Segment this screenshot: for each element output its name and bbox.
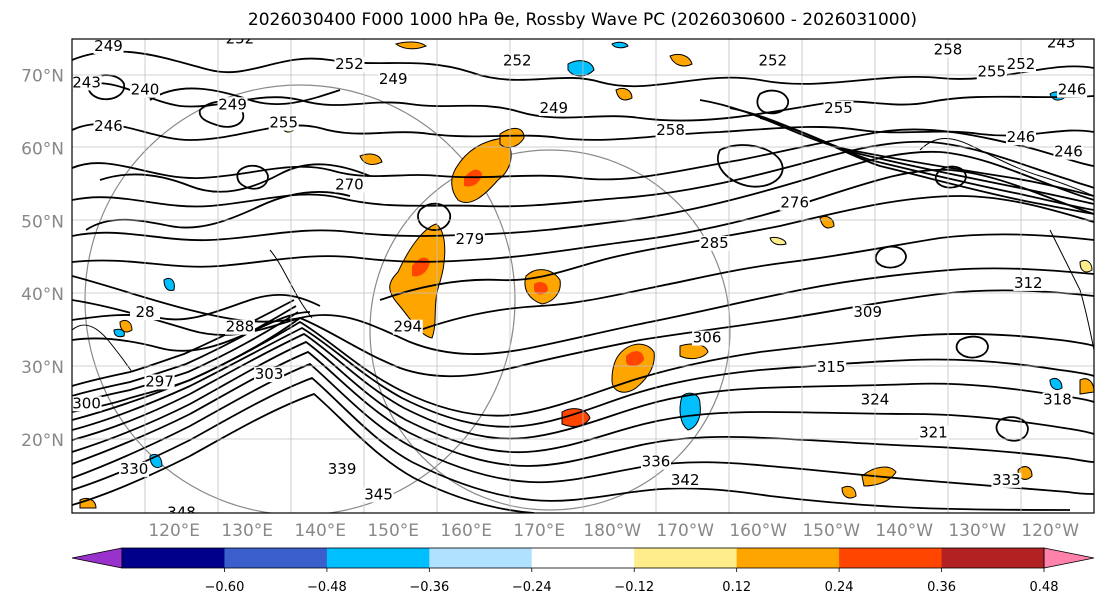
contour-label: 294 (393, 318, 422, 336)
colorbar (72, 548, 1094, 568)
contour-label: 255 (269, 114, 298, 132)
contour-label: 288 (226, 318, 255, 336)
latitude-labels: 70°N 60°N 50°N 40°N 30°N 20°N (21, 66, 64, 451)
colorbar-tick-label: −0.60 (205, 580, 245, 595)
colorbar-segment (942, 548, 1045, 568)
lon-tick-label: 160°W (729, 521, 787, 541)
contour-label: 252 (503, 52, 532, 70)
contour-label: 249 (539, 99, 568, 117)
colorbar-segment (429, 548, 532, 568)
colorbar-tick-label: −0.36 (409, 580, 449, 595)
colorbar-tick-label: 0.48 (1030, 580, 1059, 595)
pc-patch (612, 42, 628, 47)
contour-label: 279 (456, 230, 485, 248)
contour-label: 339 (328, 460, 357, 478)
colorbar-segment (737, 548, 840, 568)
colorbar-extend-high (1044, 548, 1094, 568)
colorbar-segment (224, 548, 327, 568)
contour-label: 330 (120, 460, 149, 478)
contour-label: 318 (1043, 391, 1072, 409)
contour-label: 246 (94, 117, 123, 135)
lon-tick-label: 170°W (656, 521, 714, 541)
contour-label: 270 (335, 175, 364, 193)
contour-label: 243 (72, 73, 101, 91)
colorbar-tick-label: −0.12 (614, 580, 654, 595)
colorbar-tick-label: 0.36 (927, 580, 956, 595)
contour-label: 240 (131, 81, 160, 99)
contour-label: 246 (1054, 143, 1083, 161)
contour-label: 324 (861, 391, 890, 409)
contour-label: 255 (977, 62, 1006, 80)
contour-label: 252 (335, 55, 364, 73)
pc-patch (568, 61, 594, 76)
contour-label: 333 (992, 471, 1021, 489)
contour-label: 255 (824, 99, 853, 117)
contour-label: 345 (364, 485, 393, 503)
contour-label: 321 (919, 423, 948, 441)
lat-tick-label: 30°N (21, 358, 64, 378)
contour-label: 246 (1058, 81, 1087, 99)
contour-label: 303 (255, 365, 284, 383)
contour-label: 285 (700, 234, 729, 252)
contour-label: 336 (642, 453, 671, 471)
lon-tick-label: 120°W (1021, 521, 1079, 541)
contour-label: 342 (671, 471, 700, 489)
colorbar-extend-low (72, 548, 122, 568)
contour-label: 306 (693, 329, 722, 347)
colorbar-tick-label: −0.24 (512, 580, 552, 595)
contour-label: 246 (1007, 128, 1036, 146)
colorbar-segment (634, 548, 737, 568)
contour-label: 252 (758, 52, 787, 70)
colorbar-segment (532, 548, 635, 568)
contour-label: 312 (1014, 274, 1043, 292)
colorbar-tick-label: 0.24 (825, 580, 854, 595)
pc-patch (114, 329, 124, 337)
lon-tick-label: 140°E (294, 521, 346, 541)
contour-label: 348 (72, 518, 101, 536)
contour-label: 300 (72, 394, 101, 412)
lon-tick-label: 180°W (583, 521, 641, 541)
longitude-labels: 120°E 130°E 140°E 150°E 160°E 170°E 180°W 170°W… (148, 521, 1079, 541)
colorbar-tick-label: −0.48 (307, 580, 347, 595)
lon-tick-label: 130°W (948, 521, 1006, 541)
lon-tick-label: 130°E (221, 521, 273, 541)
lon-tick-label: 170°E (513, 521, 565, 541)
contour-label: 276 (780, 194, 809, 212)
lat-tick-label: 40°N (21, 285, 64, 305)
colorbar-segment (327, 548, 430, 568)
contour-label: 243 (1047, 33, 1076, 51)
contour-label: 249 (218, 95, 247, 113)
contour-label: 315 (817, 358, 846, 376)
contour-label: 258 (656, 121, 685, 139)
contour-label: 297 (145, 372, 174, 390)
contour-label: 252 (1007, 55, 1036, 73)
lat-tick-label: 20°N (21, 431, 64, 451)
contour-label: 309 (853, 303, 882, 321)
lon-tick-label: 150°W (802, 521, 860, 541)
lon-tick-label: 150°E (367, 521, 419, 541)
contour-label: 249 (379, 70, 408, 88)
colorbar-segment (839, 548, 942, 568)
contour-label: 28 (135, 303, 154, 321)
colorbar-tick-label: 0.12 (722, 580, 751, 595)
lon-tick-label: 160°E (440, 521, 492, 541)
lat-tick-label: 70°N (21, 66, 64, 86)
contour-label-background (72, 520, 102, 535)
lat-tick-label: 60°N (21, 139, 64, 159)
colorbar-labels: −0.60 −0.48 −0.36 −0.24 −0.12 0.12 0.24 0.36 0.4… (205, 568, 1105, 595)
lon-tick-label: 120°E (148, 521, 200, 541)
lat-tick-label: 50°N (21, 212, 64, 232)
lon-tick-label: 140°W (875, 521, 933, 541)
contour-label: 258 (934, 41, 963, 59)
contour-label: 249 (94, 37, 123, 55)
colorbar-segment (122, 548, 225, 568)
